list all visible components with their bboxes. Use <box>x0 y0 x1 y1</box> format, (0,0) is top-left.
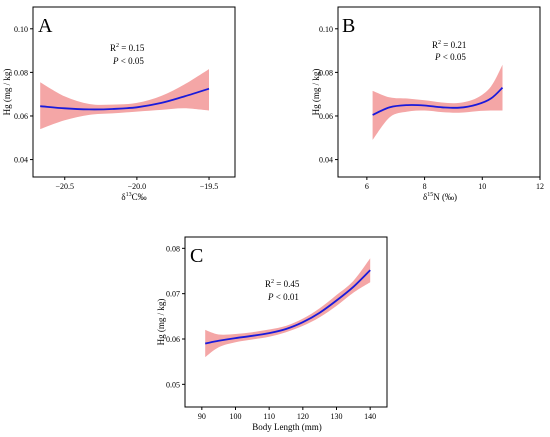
panel-c-r2: R2 = 0.45 <box>265 279 300 289</box>
panel-c-x-tick-label: 100 <box>230 412 242 421</box>
panel-a: −20.5 −20.0 −19.5 0.04 0.06 0.08 0.10 A R2 = … <box>2 6 236 202</box>
panel-b-y-tick-label: 0.04 <box>319 156 333 165</box>
panel-b-frame <box>337 6 541 178</box>
panel-c-x-tick-label: 90 <box>198 412 206 421</box>
panel-a-y-tick-label: 0.06 <box>14 112 28 121</box>
panel-c-x-label: Body Length (mm) <box>252 422 322 432</box>
panel-b-y-tick-label: 0.06 <box>319 112 333 121</box>
panel-a-x-tick-label: −20.0 <box>128 182 147 191</box>
panel-a-confidence-band <box>40 69 210 130</box>
panel-b-p-value: P < 0.05 <box>434 52 466 62</box>
panel-c-x-tick-label: 120 <box>297 412 309 421</box>
panel-a-x-ticks: −20.5 −20.0 −19.5 <box>55 177 218 191</box>
panel-c: 90 100 110 120 130 140 0.05 0.06 0.07 0.08 C R2 … <box>156 236 388 432</box>
panel-a-x-tick-label: −19.5 <box>200 182 219 191</box>
panel-b-x-tick-label: 8 <box>423 182 427 191</box>
panel-c-confidence-band <box>205 258 371 358</box>
panel-a-y-label: Hg (mg / kg) <box>2 69 12 116</box>
panel-c-x-ticks: 90 100 110 120 130 140 <box>198 407 376 421</box>
panel-b-x-tick-label: 6 <box>365 182 369 191</box>
panel-a-x-tick-label: −20.5 <box>55 182 74 191</box>
panel-a-letter: A <box>38 15 53 37</box>
panel-b-letter: B <box>342 15 355 37</box>
panel-b-x-tick-label: 12 <box>536 182 544 191</box>
panel-a-y-ticks: 0.04 0.06 0.08 0.10 <box>14 25 33 165</box>
panel-b-fit-line <box>372 86 504 116</box>
panel-c-y-tick-label: 0.05 <box>166 380 180 389</box>
panel-c-x-tick-label: 130 <box>331 412 343 421</box>
panel-c-x-tick-label: 140 <box>364 412 376 421</box>
panel-c-y-ticks: 0.05 0.06 0.07 0.08 <box>166 244 185 389</box>
panel-c-y-tick-label: 0.08 <box>166 244 180 253</box>
panel-a-frame <box>32 6 236 178</box>
panel-b-y-tick-label: 0.10 <box>319 25 333 34</box>
panel-a-y-tick-label: 0.10 <box>14 25 28 34</box>
panel-c-y-label: Hg (mg / kg) <box>156 299 166 346</box>
panel-c-fit-line <box>205 269 371 345</box>
panel-c-p-value: P < 0.01 <box>267 292 299 302</box>
panel-a-p-value: P < 0.05 <box>112 56 144 66</box>
panel-b-y-tick-label: 0.08 <box>319 68 333 77</box>
panel-a-y-tick-label: 0.04 <box>14 156 28 165</box>
panel-a-fit-line <box>40 87 210 111</box>
panel-a-y-tick-label: 0.08 <box>14 68 28 77</box>
panel-a-r2: R2 = 0.15 <box>110 43 145 53</box>
panel-b: 6 8 10 12 0.04 0.06 0.08 0.10 B R2 = 0.21 P < … <box>311 6 544 202</box>
panel-b-x-ticks: 6 8 10 12 <box>365 177 544 191</box>
panel-b-y-label: Hg (mg / kg) <box>311 69 321 116</box>
panel-b-y-ticks: 0.04 0.06 0.08 0.10 <box>319 25 338 165</box>
panel-c-y-tick-label: 0.07 <box>166 290 180 299</box>
panel-b-x-label: δ15N (‰) <box>423 192 457 202</box>
panel-c-letter: C <box>190 245 203 267</box>
panel-b-confidence-band <box>372 64 503 140</box>
panel-b-r2: R2 = 0.21 <box>432 40 466 50</box>
panel-c-x-tick-label: 110 <box>263 412 275 421</box>
panel-b-x-tick-label: 10 <box>478 182 486 191</box>
panel-c-y-tick-label: 0.06 <box>166 335 180 344</box>
panel-c-frame <box>184 236 388 408</box>
panel-a-x-label: δ13C‰ <box>121 192 146 202</box>
